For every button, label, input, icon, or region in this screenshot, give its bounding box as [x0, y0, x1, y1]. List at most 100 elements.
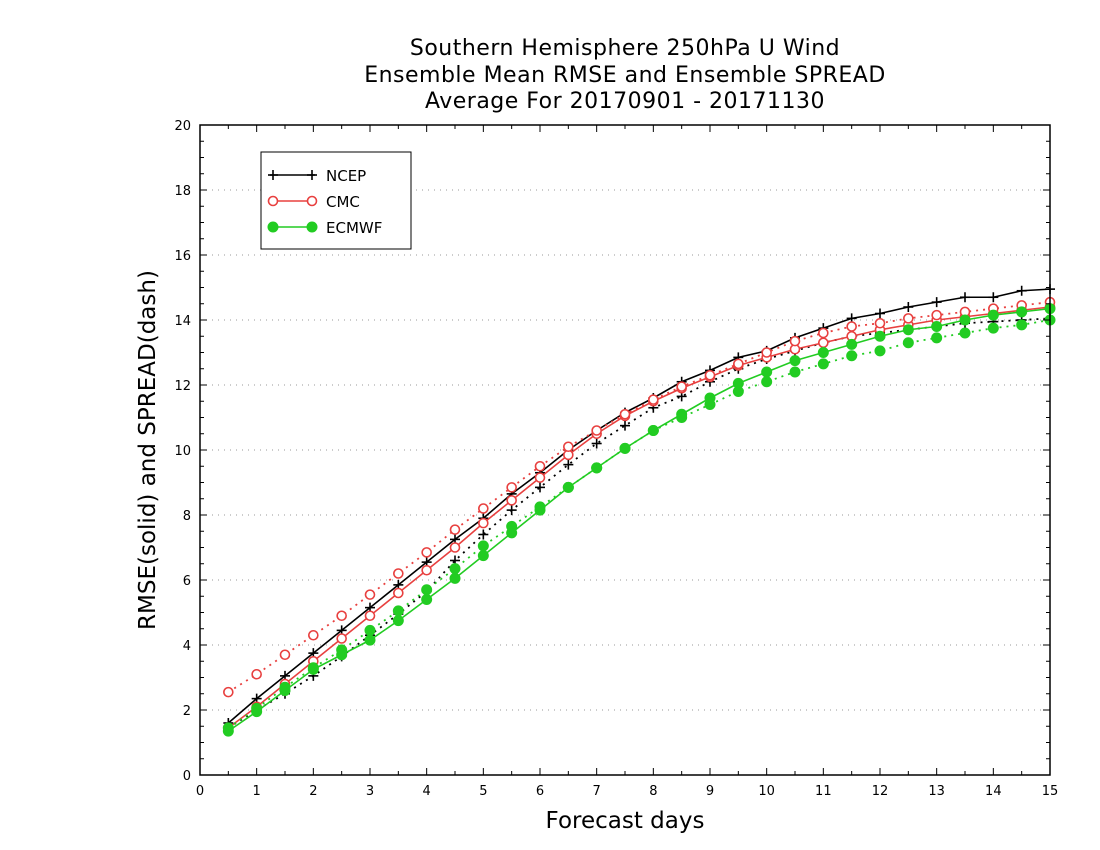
series-layer [222, 284, 1056, 737]
y-tick-label-7: 14 [174, 314, 191, 329]
series-line-ncep-solid [227, 288, 1051, 724]
data-point-ncep-dash-13 [591, 438, 602, 449]
x-tick-label-14: 14 [985, 784, 1002, 799]
data-point-ecmwf-dash-8 [449, 563, 461, 575]
data-point-ecmwf-dash-27 [987, 322, 999, 334]
data-point-ecmwf-dash-15 [647, 425, 659, 436]
data-point-cmc-dash-11 [534, 460, 546, 472]
data-point-ecmwf-solid-21 [817, 347, 829, 358]
data-point-ecmwf-solid-6 [392, 615, 404, 627]
y-axis-label: RMSE(solid) and SPREAD(dash) [135, 270, 161, 630]
data-point-ecmwf-dash-3 [307, 662, 319, 674]
data-point-ecmwf-dash-2 [279, 681, 291, 693]
legend-label-ncep: NCEP [326, 167, 366, 185]
data-point-ecmwf-dash-0 [222, 722, 234, 734]
x-tick-label-4: 4 [423, 784, 431, 799]
series-line-cmc-solid [227, 306, 1051, 729]
x-tick-label-11: 11 [815, 784, 832, 799]
data-point-ecmwf-dash-12 [562, 481, 574, 493]
data-point-ecmwf-solid-9 [477, 550, 489, 562]
y-tick-label-2: 4 [183, 639, 191, 654]
x-tick-label-12: 12 [872, 784, 889, 799]
data-point-ecmwf-solid-25 [931, 321, 943, 332]
data-point-ncep-dash-12 [563, 459, 574, 470]
data-point-cmc-solid-11 [534, 472, 546, 483]
x-tick-label-5: 5 [479, 784, 487, 799]
data-point-cmc-dash-7 [421, 547, 432, 558]
x-axis-label: Forecast days [545, 808, 705, 834]
data-point-ncep-solid-26 [960, 292, 970, 303]
data-point-ecmwf-solid-20 [789, 355, 801, 367]
data-point-cmc-dash-15 [648, 394, 659, 405]
legend-item-ncep: NCEP [268, 167, 366, 185]
data-point-ncep-dash-11 [535, 482, 545, 493]
series-ecmwf-solid [222, 303, 1056, 737]
y-tick-label-5: 10 [174, 444, 191, 459]
series-ncep-dash [223, 313, 1055, 733]
x-tick-label-8: 8 [649, 784, 657, 799]
x-tick-label-7: 7 [593, 784, 601, 799]
data-point-ecmwf-dash-1 [251, 702, 263, 714]
data-point-cmc-dash-2 [279, 649, 291, 661]
legend-marker-right-ecmwf [306, 221, 318, 233]
series-ecmwf-dash [222, 314, 1056, 734]
legend-label-cmc: CMC [326, 193, 360, 211]
data-point-cmc-solid-8 [449, 542, 461, 553]
data-point-cmc-solid-10 [506, 495, 517, 506]
x-tick-label-10: 10 [758, 784, 775, 799]
data-point-ecmwf-solid-7 [421, 594, 433, 605]
data-point-ncep-dash-14 [620, 420, 630, 431]
data-point-cmc-dash-14 [619, 408, 631, 420]
data-point-cmc-solid-7 [421, 564, 432, 576]
series-ncep-solid [223, 284, 1055, 728]
data-point-ecmwf-solid-27 [987, 309, 999, 321]
data-point-ecmwf-dash-26 [959, 327, 971, 339]
data-point-cmc-dash-21 [818, 327, 829, 339]
data-point-ecmwf-dash-22 [846, 350, 858, 362]
data-point-ecmwf-dash-18 [732, 386, 744, 397]
data-point-cmc-dash-10 [506, 482, 517, 493]
data-point-ncep-dash-9 [478, 529, 489, 540]
data-point-ecmwf-dash-19 [761, 376, 773, 388]
data-point-cmc-dash-23 [874, 317, 886, 329]
data-point-ecmwf-dash-24 [902, 337, 914, 349]
y-tick-label-4: 8 [183, 509, 191, 524]
legend-marker-left-ncep [268, 170, 278, 180]
data-point-ecmwf-dash-13 [591, 462, 603, 474]
data-point-ecmwf-solid-23 [874, 330, 886, 342]
data-point-ecmwf-dash-5 [364, 624, 376, 636]
y-tick-label-10: 20 [174, 119, 191, 134]
data-point-cmc-dash-22 [846, 321, 857, 332]
data-point-ecmwf-dash-28 [1016, 319, 1028, 331]
y-tick-label-9: 18 [174, 184, 191, 199]
y-tick-label-8: 16 [174, 249, 191, 264]
x-tick-label-3: 3 [366, 784, 374, 799]
data-point-cmc-solid-21 [818, 337, 829, 349]
data-point-ecmwf-solid-24 [902, 324, 914, 336]
x-tick-label-15: 15 [1042, 784, 1059, 799]
y-tick-label-0: 0 [183, 769, 191, 784]
data-point-cmc-dash-6 [393, 568, 404, 579]
x-tick-label-9: 9 [706, 784, 714, 799]
data-point-cmc-dash-16 [676, 381, 687, 392]
chart-title-line-1: Southern Hemisphere 250hPa U Wind [409, 36, 841, 61]
data-point-cmc-dash-5 [364, 589, 376, 600]
data-point-ncep-solid-25 [931, 297, 942, 308]
data-point-cmc-dash-17 [704, 369, 716, 381]
series-cmc-solid [223, 301, 1056, 734]
data-point-cmc-dash-24 [903, 313, 914, 324]
chart-title-line-2: Ensemble Mean RMSE and Ensemble SPREAD [364, 63, 886, 88]
legend-marker-right-ncep [307, 170, 317, 180]
y-tick-label-1: 2 [183, 704, 191, 719]
data-point-cmc-dash-18 [733, 358, 744, 370]
data-point-ncep-solid-24 [903, 302, 914, 312]
data-point-ecmwf-dash-10 [506, 520, 518, 532]
data-point-cmc-dash-0 [223, 686, 234, 698]
data-point-cmc-dash-9 [478, 503, 489, 514]
series-line-ncep-dash [227, 317, 1051, 729]
data-point-cmc-solid-9 [478, 517, 489, 529]
data-point-ecmwf-dash-7 [421, 584, 433, 596]
y-tick-label-3: 6 [183, 574, 191, 589]
x-tick-label-6: 6 [536, 784, 544, 799]
